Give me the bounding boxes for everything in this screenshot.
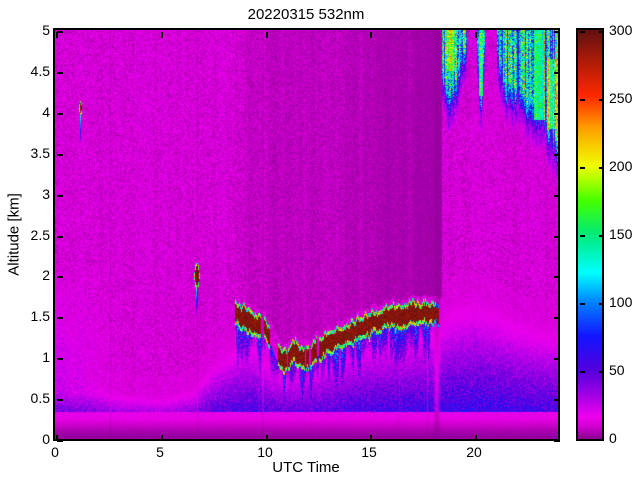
x-tick-mark (475, 435, 477, 441)
colorbar-tick-label: 200 (609, 158, 633, 174)
plot-area-frame (53, 28, 560, 442)
y-tick-mark (554, 358, 560, 360)
y-tick-label: 3.5 (30, 145, 50, 161)
y-tick-mark (554, 236, 560, 238)
y-tick-mark (554, 440, 560, 442)
y-tick-mark (57, 31, 63, 33)
colorbar-tick-mark (599, 303, 604, 305)
colorbar-tick-label: 150 (609, 226, 633, 242)
y-tick-label: 5 (42, 22, 50, 38)
x-tick-label: 20 (466, 444, 482, 460)
plot-title: 20220315 532nm (247, 6, 365, 23)
x-tick-label: 10 (257, 444, 273, 460)
colorbar-tick-mark (580, 303, 585, 305)
y-tick-mark (554, 72, 560, 74)
y-tick-mark (554, 399, 560, 401)
y-tick-mark (57, 113, 63, 115)
y-tick-mark (57, 72, 63, 74)
y-tick-mark (554, 31, 560, 33)
y-tick-mark (57, 236, 63, 238)
x-tick-mark (370, 435, 372, 441)
y-tick-label: 3 (42, 186, 50, 202)
y-tick-mark (554, 113, 560, 115)
y-tick-label: 2.5 (30, 227, 50, 243)
y-tick-label: 2 (42, 267, 50, 283)
colorbar-tick-mark (599, 99, 604, 101)
colorbar-tick-mark (580, 31, 585, 33)
y-tick-label: 4.5 (30, 63, 50, 79)
colorbar-tick-label: 50 (609, 362, 625, 378)
colorbar-tick-label: 100 (609, 294, 633, 310)
y-tick-mark (57, 276, 63, 278)
colorbar-tick-label: 0 (609, 430, 617, 446)
x-tick-mark (266, 435, 268, 441)
y-tick-label: 0 (42, 431, 50, 447)
colorbar-tick-mark (599, 235, 604, 237)
colorbar-tick-label: 300 (609, 22, 633, 38)
x-tick-label: 15 (361, 444, 377, 460)
x-tick-mark (370, 32, 372, 38)
colorbar-tick-mark (580, 167, 585, 169)
colorbar-frame (576, 28, 604, 441)
y-tick-mark (57, 317, 63, 319)
y-tick-mark (554, 195, 560, 197)
colorbar-tick-mark (599, 371, 604, 373)
x-tick-mark (161, 435, 163, 441)
y-tick-mark (554, 154, 560, 156)
y-tick-mark (554, 317, 560, 319)
y-tick-label: 1 (42, 349, 50, 365)
y-tick-mark (57, 195, 63, 197)
y-tick-mark (57, 440, 63, 442)
y-tick-mark (57, 399, 63, 401)
x-axis-title: UTC Time (272, 459, 340, 476)
colorbar-tick-mark (580, 99, 585, 101)
colorbar-tick-mark (599, 439, 604, 441)
colorbar-tick-mark (580, 439, 585, 441)
x-tick-mark (266, 32, 268, 38)
y-tick-label: 0.5 (30, 390, 50, 406)
y-tick-mark (57, 358, 63, 360)
colorbar-tick-mark (599, 31, 604, 33)
colorbar-tick-mark (580, 235, 585, 237)
heatmap-canvas (55, 30, 558, 439)
x-tick-mark (56, 435, 58, 441)
colorbar-tick-mark (580, 371, 585, 373)
x-tick-label: 0 (51, 444, 59, 460)
x-tick-label: 5 (156, 444, 164, 460)
y-tick-label: 1.5 (30, 308, 50, 324)
x-tick-mark (56, 32, 58, 38)
y-tick-mark (57, 154, 63, 156)
colorbar-tick-label: 250 (609, 90, 633, 106)
x-tick-mark (475, 32, 477, 38)
y-tick-label: 4 (42, 104, 50, 120)
colorbar-canvas (578, 30, 602, 439)
x-tick-mark (161, 32, 163, 38)
colorbar-tick-mark (599, 167, 604, 169)
y-tick-mark (554, 276, 560, 278)
